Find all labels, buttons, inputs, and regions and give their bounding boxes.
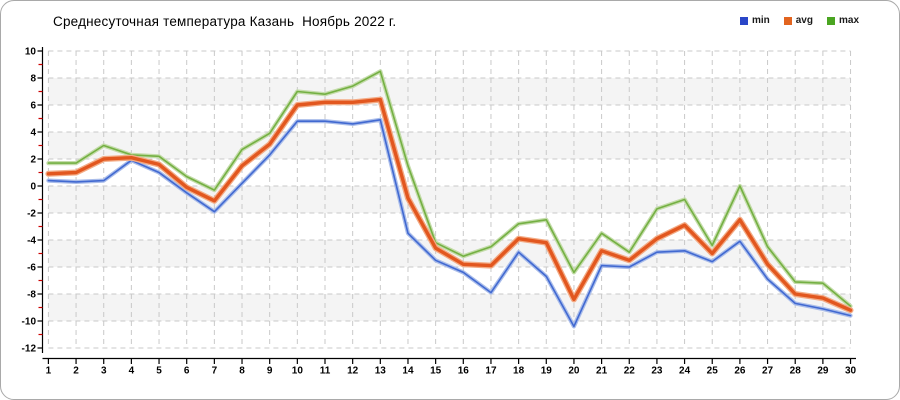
x-axis-label: 24	[679, 366, 691, 377]
plot-band	[48, 51, 851, 78]
x-axis-label: 14	[402, 366, 414, 377]
x-axis-label: 23	[651, 366, 663, 377]
legend-swatch-max	[826, 16, 835, 25]
legend-label: avg	[795, 15, 813, 26]
series-avg-line[interactable]	[46, 97, 853, 312]
x-axis-label: 21	[596, 366, 608, 377]
y-axis-label: -2	[27, 209, 36, 220]
plot-band	[48, 321, 851, 348]
y-axis-label: -12	[22, 344, 37, 355]
x-axis-label: 18	[513, 366, 525, 377]
x-axis-label: 10	[292, 366, 304, 377]
y-axis-label: 4	[30, 128, 36, 139]
y-axis-label: 6	[30, 101, 36, 112]
x-axis-label: 30	[845, 366, 857, 377]
x-axis-label: 20	[568, 366, 580, 377]
legend: min avg max	[739, 15, 859, 26]
x-axis-label: 2	[73, 366, 79, 377]
x-axis-label: 1	[46, 366, 52, 377]
plot-band	[48, 132, 851, 159]
x-axis-label: 9	[267, 366, 273, 377]
y-axis-label: -8	[27, 290, 36, 301]
x-axis-label: 15	[430, 366, 442, 377]
y-axis-label: -6	[27, 263, 36, 274]
series-max-line[interactable]	[47, 70, 852, 307]
plot-band	[48, 294, 851, 321]
legend-item-avg[interactable]: avg	[783, 15, 813, 26]
x-axis-label: 19	[541, 366, 553, 377]
series-min-line[interactable]	[47, 119, 852, 328]
x-axis-label: 6	[184, 366, 190, 377]
x-axis-label: 22	[624, 366, 636, 377]
x-axis-label: 4	[129, 366, 135, 377]
x-axis-label: 5	[156, 366, 162, 377]
x-axis-label: 16	[458, 366, 470, 377]
plot-band	[48, 105, 851, 132]
x-axis-label: 29	[817, 366, 829, 377]
legend-label: max	[838, 15, 859, 26]
legend-swatch-min	[739, 16, 748, 25]
legend-item-max[interactable]: max	[826, 15, 859, 26]
legend-item-min[interactable]: min	[739, 15, 770, 26]
x-axis-label: 28	[790, 366, 802, 377]
y-axis-label: -10	[22, 317, 37, 328]
x-axis-label: 25	[707, 366, 719, 377]
y-axis-label: 8	[30, 74, 36, 85]
x-axis-label: 13	[375, 366, 387, 377]
legend-label: min	[751, 15, 770, 26]
chart-title: Среднесуточная температура Казань Ноябрь…	[53, 14, 397, 29]
y-axis-label: -4	[27, 236, 36, 247]
y-axis-label: 10	[25, 47, 37, 58]
x-axis-label: 11	[320, 366, 331, 377]
x-axis-label: 7	[212, 366, 218, 377]
plot-band	[48, 267, 851, 294]
x-axis-label: 8	[239, 366, 245, 377]
x-axis-label: 12	[347, 366, 359, 377]
y-axis-label: 2	[30, 155, 36, 166]
x-axis-label: 27	[762, 366, 774, 377]
x-axis-label: 26	[734, 366, 746, 377]
y-axis-label: 0	[30, 182, 36, 193]
x-axis-label: 3	[101, 366, 107, 377]
x-axis-label: 17	[485, 366, 497, 377]
plot-band	[48, 78, 851, 105]
legend-swatch-avg	[783, 16, 792, 25]
